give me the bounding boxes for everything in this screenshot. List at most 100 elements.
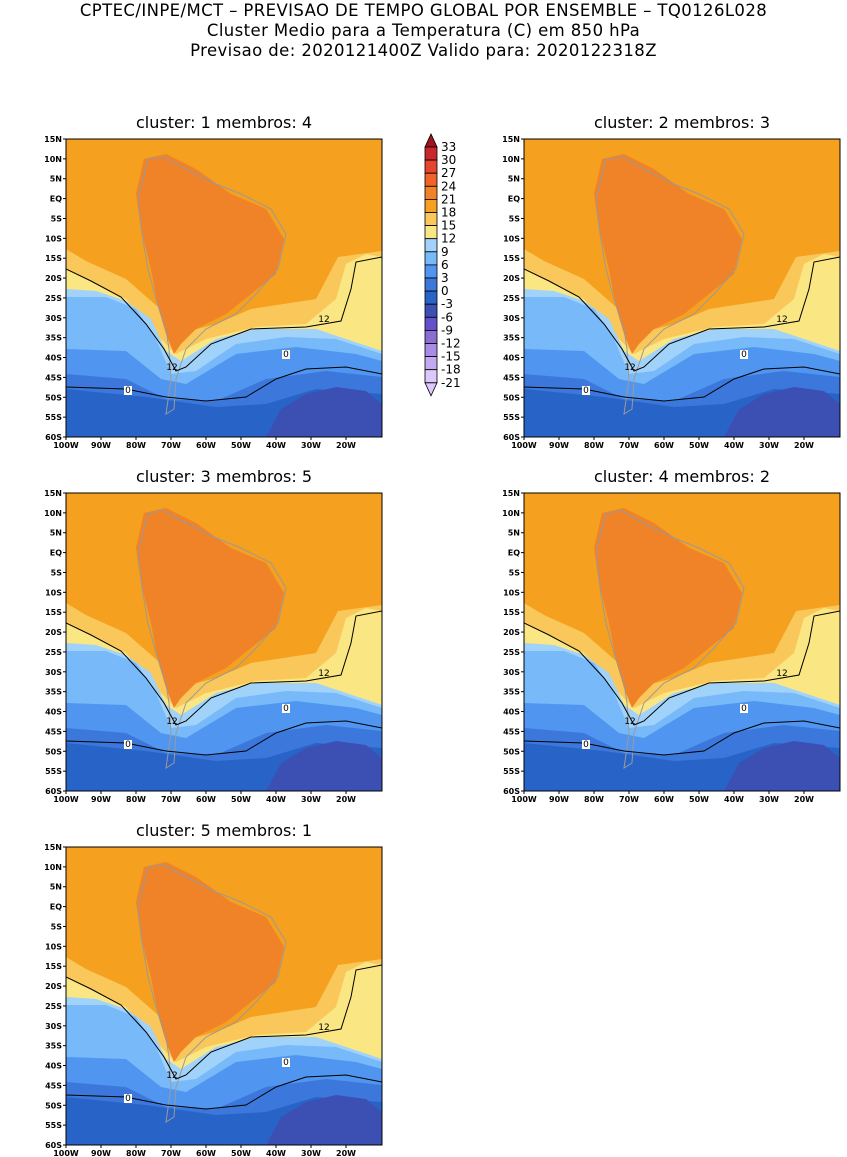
lon-label: 20W [794,795,814,804]
contour-label-0: 0 [283,704,289,714]
lat-label: 20S [503,628,520,637]
lat-label: 45S [503,373,520,382]
colorbar-label: 27 [441,166,456,180]
lat-label: 5S [51,568,63,577]
panel-frame [523,138,841,438]
lat-label: EQ [508,549,520,558]
lat-label: 10S [503,588,520,597]
temp-blob [76,307,136,331]
lat-label: 15S [45,254,62,263]
lat-label: EQ [50,903,62,912]
lat-label: 35S [503,334,520,343]
contour-label-bg [124,1094,132,1103]
contour-label-bg [124,740,132,749]
header-line-3: Previsao de: 2020121400Z Valido para: 20… [190,41,657,60]
coastline [137,156,287,415]
lon-label: 30W [301,441,321,450]
map-panel-4: 12 12 0 0 15N 10N 5N EQ 5S 10S 15S 20S 25S 30S 35S 40S 4… [502,489,841,804]
lat-label: 50S [503,393,520,402]
colorbar-swatch [424,172,438,187]
contour-label-0: 0 [583,386,589,396]
map-panel-1: 12 12 0 0 15N 10N 5N EQ 5S 10S 15S 20S 25S 30S 35S 40S 4… [44,135,383,450]
colorbar-label: -3 [441,297,453,311]
lat-label: 55S [45,413,62,422]
lat-label: 60S [503,433,520,442]
lat-label: 60S [45,433,62,442]
lat-label: 5N [50,175,62,184]
lat-label: 55S [45,767,62,776]
lat-label: 10S [45,588,62,597]
lat-label: 55S [45,1121,62,1130]
lat-label: 15S [503,608,520,617]
lat-label: 60S [503,787,520,796]
temp-hotspot [136,154,284,354]
lon-label: 60W [196,441,216,450]
lon-label: 70W [161,1149,181,1157]
lat-label: 45S [45,1081,62,1090]
contour-label-12: 12 [776,669,787,679]
lat-label: 40S [503,354,520,363]
lat-label: 10N [44,863,62,872]
lon-label: 90W [91,441,111,450]
contour-label-bg [582,740,590,749]
lon-label: 20W [336,1149,356,1157]
contour-label-12: 12 [318,669,329,679]
lat-label: 15N [502,135,520,144]
temp-hotspot [136,508,284,708]
lat-label: 15S [45,608,62,617]
contour-label-0: 0 [125,386,131,396]
contour-0 [66,366,382,402]
lat-label: EQ [50,549,62,558]
lat-label: 10S [45,234,62,243]
lat-label: EQ [508,195,520,204]
lon-label: 50W [231,1149,251,1157]
lat-label: 10N [502,155,520,164]
lat-label: 5S [509,214,521,223]
colorbar-label: -15 [441,350,461,364]
panel-frame [65,492,383,792]
colorbar-swatch [424,343,438,358]
lat-label: 30S [503,668,520,677]
lat-label: 55S [503,413,520,422]
lat-label: 40S [45,354,62,363]
temp-band-cm6 [724,387,840,437]
lon-label: 50W [689,441,709,450]
colorbar-label: -21 [441,376,461,390]
header-line-2: Cluster Medio para a Temperatura (C) em … [206,21,641,40]
temp-blob [534,307,594,331]
contour-label-12: 12 [166,363,177,373]
lat-label: 5N [50,529,62,538]
lat-label: 60S [45,787,62,796]
lon-label: 90W [91,1149,111,1157]
lat-label: 5S [509,568,521,577]
contour-0 [66,720,382,756]
lat-label: 50S [45,393,62,402]
lat-label: 55S [503,767,520,776]
lat-label: 15N [44,489,62,498]
contour-label-12: 12 [318,1023,329,1033]
lat-label: 50S [45,747,62,756]
contour-0 [524,366,840,402]
lat-label: 20S [45,982,62,991]
lon-label: 40W [266,441,286,450]
lon-label: 90W [549,795,569,804]
lon-label: 100W [511,441,537,450]
contour-label-0: 0 [583,740,589,750]
lon-label: 30W [301,795,321,804]
colorbar-swatch [424,316,438,331]
colorbar-swatch [424,290,438,305]
panel-title-1: cluster: 1 membros: 4 [135,113,313,132]
lon-label: 30W [759,441,779,450]
colorbar-swatch [424,185,438,200]
lat-label: 40S [45,708,62,717]
temp-blob [534,661,594,685]
lon-label: 80W [126,795,146,804]
colorbar-label: 3 [441,271,449,285]
contour-label-bg [282,704,290,713]
temp-blob [76,661,136,685]
lat-label: 20S [45,628,62,637]
lon-label: 30W [759,795,779,804]
colorbar-swatch [424,303,438,318]
contour-label-12: 12 [776,315,787,325]
